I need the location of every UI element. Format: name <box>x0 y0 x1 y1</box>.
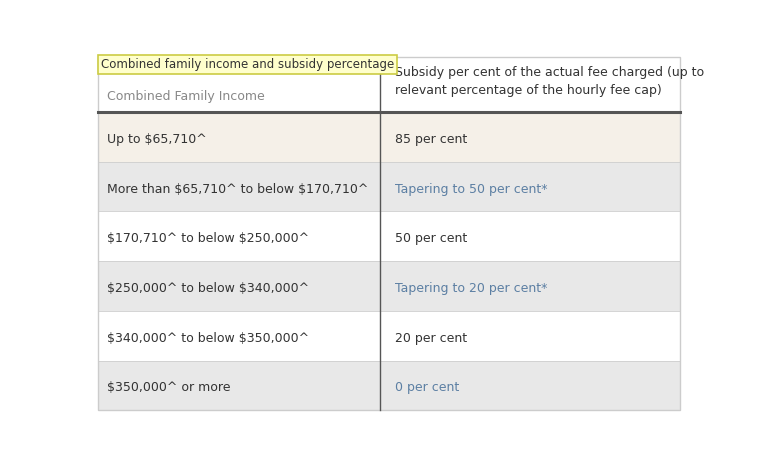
Text: More than $65,710^ to below $170,710^: More than $65,710^ to below $170,710^ <box>106 182 368 195</box>
Text: Tapering to 20 per cent*: Tapering to 20 per cent* <box>395 282 547 295</box>
Bar <box>380 361 680 410</box>
Bar <box>380 212 680 261</box>
Bar <box>98 261 380 311</box>
Text: 20 per cent: 20 per cent <box>395 332 467 345</box>
Bar <box>380 57 680 112</box>
Text: Tapering to 50 per cent*: Tapering to 50 per cent* <box>395 182 547 195</box>
Bar <box>98 112 380 162</box>
Text: $250,000^ to below $340,000^: $250,000^ to below $340,000^ <box>106 282 309 295</box>
Bar <box>380 112 680 162</box>
Bar <box>98 361 380 410</box>
Bar <box>380 261 680 311</box>
Text: Combined Family Income: Combined Family Income <box>106 90 264 103</box>
Bar <box>98 57 380 112</box>
Bar <box>380 162 680 212</box>
Bar <box>98 311 380 361</box>
Text: $170,710^ to below $250,000^: $170,710^ to below $250,000^ <box>106 232 309 245</box>
Text: $340,000^ to below $350,000^: $340,000^ to below $350,000^ <box>106 332 309 345</box>
Text: Combined family income and subsidy percentage: Combined family income and subsidy perce… <box>101 58 394 71</box>
Text: Subsidy per cent of the actual fee charged (up to
relevant percentage of the hou: Subsidy per cent of the actual fee charg… <box>395 67 704 97</box>
Text: $350,000^ or more: $350,000^ or more <box>106 382 230 394</box>
Bar <box>380 311 680 361</box>
Bar <box>98 212 380 261</box>
Text: 50 per cent: 50 per cent <box>395 232 467 245</box>
Bar <box>98 162 380 212</box>
Text: 85 per cent: 85 per cent <box>395 133 467 146</box>
Text: Up to $65,710^: Up to $65,710^ <box>106 133 210 146</box>
Text: 0 per cent: 0 per cent <box>395 382 459 394</box>
